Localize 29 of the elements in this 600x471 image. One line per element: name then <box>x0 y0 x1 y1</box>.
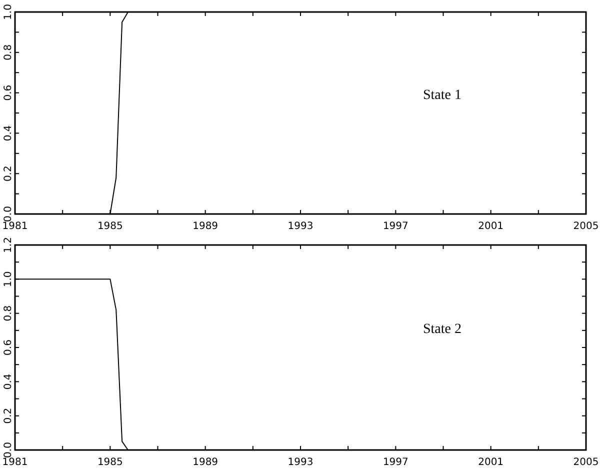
x-tick-label: 1997 <box>382 221 408 232</box>
x-tick-label: 2001 <box>478 221 504 232</box>
x-tick-label: 1981 <box>2 221 28 232</box>
annotation: State 2 <box>423 322 462 338</box>
y-tick-label: 0.0 <box>3 206 14 222</box>
x-tick-label: 1985 <box>97 221 123 232</box>
x-tick-label: 1989 <box>192 457 218 468</box>
x-tick-label: 1997 <box>382 457 408 468</box>
y-tick-label: 0.0 <box>3 442 14 458</box>
y-tick-label: 1.0 <box>3 271 14 288</box>
y-tick-label: 1.0 <box>3 4 14 20</box>
y-tick-label: 0.4 <box>3 125 14 142</box>
y-tick-label: 0.6 <box>3 84 14 101</box>
x-tick-label: 1993 <box>288 221 314 232</box>
x-tick-label: 2005 <box>573 221 599 232</box>
x-tick-label: 2001 <box>478 457 504 468</box>
x-tick-label: 1985 <box>97 457 123 468</box>
annotation: State 1 <box>423 88 462 103</box>
x-tick-label: 1981 <box>2 457 28 468</box>
x-tick-label: 1993 <box>288 457 314 468</box>
x-tick-label: 2005 <box>573 457 599 468</box>
y-tick-label: 0.6 <box>3 340 14 356</box>
x-tick-label: 1989 <box>192 221 218 232</box>
y-tick-label: 1.2 <box>3 237 14 253</box>
y-tick-label: 0.2 <box>3 408 14 424</box>
y-tick-label: 0.8 <box>3 44 14 60</box>
y-tick-label: 0.2 <box>3 166 14 182</box>
y-tick-label: 0.8 <box>3 305 14 322</box>
y-tick-label: 0.4 <box>3 374 14 390</box>
